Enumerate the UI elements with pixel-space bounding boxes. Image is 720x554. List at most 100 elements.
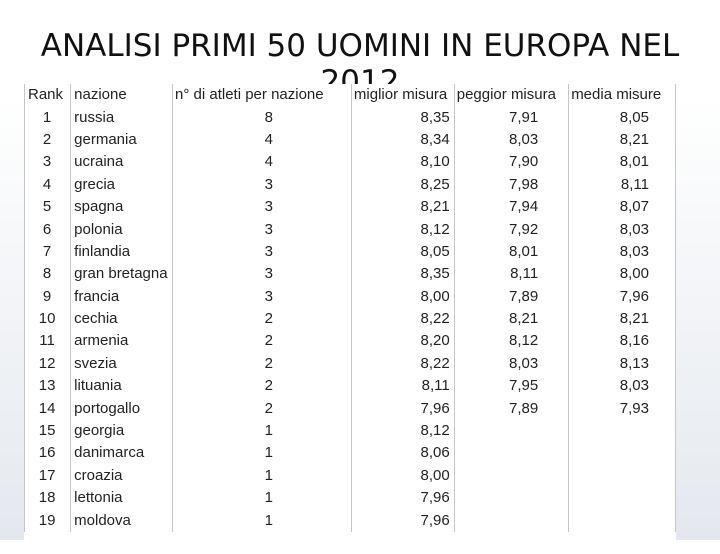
table-row: 11 armenia 2 8,20 8,12 8,16 [23, 330, 676, 353]
cell-average: 8,03 [568, 218, 676, 241]
header-average: media misure [568, 84, 676, 107]
cell-athletes: 1 [172, 487, 352, 510]
cell-best: 8,12 [350, 419, 455, 443]
table-row: 12 svezia 2 8,22 8,03 8,13 [23, 352, 676, 376]
cell-worst: 8,03 [453, 128, 570, 152]
cell-nation: polonia [70, 218, 174, 241]
cell-nation: portogallo [70, 397, 174, 420]
header-best: miglior misura [350, 84, 455, 107]
cell-worst: 8,11 [453, 263, 570, 286]
cell-rank: 12 [23, 352, 72, 376]
cell-worst [453, 509, 570, 532]
cell-best: 8,00 [350, 285, 455, 308]
cell-best: 8,21 [350, 195, 455, 219]
cell-best: 7,96 [350, 487, 455, 510]
cell-nation: ucraina [70, 151, 174, 174]
cell-average: 8,07 [568, 195, 676, 219]
cell-nation: cechia [70, 307, 174, 331]
cell-rank: 18 [23, 487, 72, 510]
cell-average: 8,03 [568, 240, 676, 264]
cell-nation: spagna [70, 195, 174, 219]
cell-best: 8,35 [350, 106, 455, 129]
cell-athletes: 3 [172, 240, 352, 264]
cell-rank: 19 [23, 509, 72, 532]
table-row: 6 polonia 3 8,12 7,92 8,03 [23, 218, 676, 241]
cell-athletes: 3 [172, 195, 352, 219]
header-worst: peggior misura [453, 84, 570, 107]
cell-worst: 7,91 [453, 106, 570, 129]
cell-best: 8,35 [350, 263, 455, 286]
cell-rank: 4 [23, 173, 72, 196]
cell-worst: 7,98 [453, 173, 570, 196]
cell-average [568, 442, 676, 465]
table-row: 19 moldova 1 7,96 [23, 509, 676, 532]
cell-rank: 6 [23, 218, 72, 241]
cell-average: 8,13 [568, 352, 676, 376]
cell-nation: francia [70, 285, 174, 308]
table-row: 16 danimarca 1 8,06 [23, 442, 676, 465]
cell-best: 8,11 [350, 375, 455, 398]
cell-average: 8,21 [568, 307, 676, 331]
header-athletes: n° di atleti per nazione [172, 84, 352, 107]
cell-rank: 10 [23, 307, 72, 331]
cell-average: 8,00 [568, 263, 676, 286]
cell-worst: 7,90 [453, 151, 570, 174]
cell-average [568, 419, 676, 443]
cell-nation: georgia [70, 419, 174, 443]
cell-rank: 11 [23, 330, 72, 353]
cell-nation: croazia [70, 464, 174, 488]
cell-worst: 8,03 [453, 352, 570, 376]
cell-worst [453, 487, 570, 510]
table-row: 3 ucraina 4 8,10 7,90 8,01 [23, 151, 676, 174]
cell-athletes: 3 [172, 285, 352, 308]
cell-athletes: 2 [172, 352, 352, 376]
cell-athletes: 2 [172, 397, 352, 420]
table-header-row: Rank nazione n° di atleti per nazione mi… [23, 84, 676, 107]
cell-average: 8,21 [568, 128, 676, 152]
cell-athletes: 2 [172, 330, 352, 353]
cell-worst [453, 442, 570, 465]
cell-average: 8,03 [568, 375, 676, 398]
cell-nation: lettonia [70, 487, 174, 510]
cell-worst [453, 464, 570, 488]
cell-rank: 7 [23, 240, 72, 264]
cell-athletes: 3 [172, 218, 352, 241]
cell-athletes: 8 [172, 106, 352, 129]
cell-average: 7,93 [568, 397, 676, 420]
table-body: 1 russia 8 8,35 7,91 8,05 2 germania 4 8,34 8,03 8,… [23, 106, 676, 532]
cell-nation: grecia [70, 173, 174, 196]
cell-rank: 1 [23, 106, 72, 129]
cell-rank: 17 [23, 464, 72, 488]
cell-worst [453, 419, 570, 443]
cell-best: 8,20 [350, 330, 455, 353]
table-row: 7 finlandia 3 8,05 8,01 8,03 [23, 240, 676, 264]
cell-nation: moldova [70, 509, 174, 532]
cell-best: 8,22 [350, 307, 455, 331]
cell-average [568, 464, 676, 488]
cell-worst: 8,21 [453, 307, 570, 331]
cell-average [568, 509, 676, 532]
cell-worst: 8,12 [453, 330, 570, 353]
cell-rank: 3 [23, 151, 72, 174]
cell-athletes: 1 [172, 419, 352, 443]
cell-rank: 15 [23, 419, 72, 443]
cell-best: 8,22 [350, 352, 455, 376]
cell-best: 8,25 [350, 173, 455, 196]
cell-nation: germania [70, 128, 174, 152]
cell-average: 8,01 [568, 151, 676, 174]
cell-best: 7,96 [350, 397, 455, 420]
cell-athletes: 3 [172, 173, 352, 196]
cell-rank: 2 [23, 128, 72, 152]
cell-rank: 5 [23, 195, 72, 219]
table-row: 18 lettonia 1 7,96 [23, 487, 676, 510]
cell-nation: finlandia [70, 240, 174, 264]
table-row: 15 georgia 1 8,12 [23, 419, 676, 443]
cell-best: 8,10 [350, 151, 455, 174]
table-row: 5 spagna 3 8,21 7,94 8,07 [23, 195, 676, 219]
cell-nation: svezia [70, 352, 174, 376]
cell-nation: gran bretagna [70, 263, 174, 286]
cell-rank: 16 [23, 442, 72, 465]
table-row: 13 lituania 2 8,11 7,95 8,03 [23, 375, 676, 398]
slide-title: ANALISI PRIMI 50 UOMINI IN EUROPA NEL 20… [40, 28, 680, 100]
cell-worst: 7,95 [453, 375, 570, 398]
